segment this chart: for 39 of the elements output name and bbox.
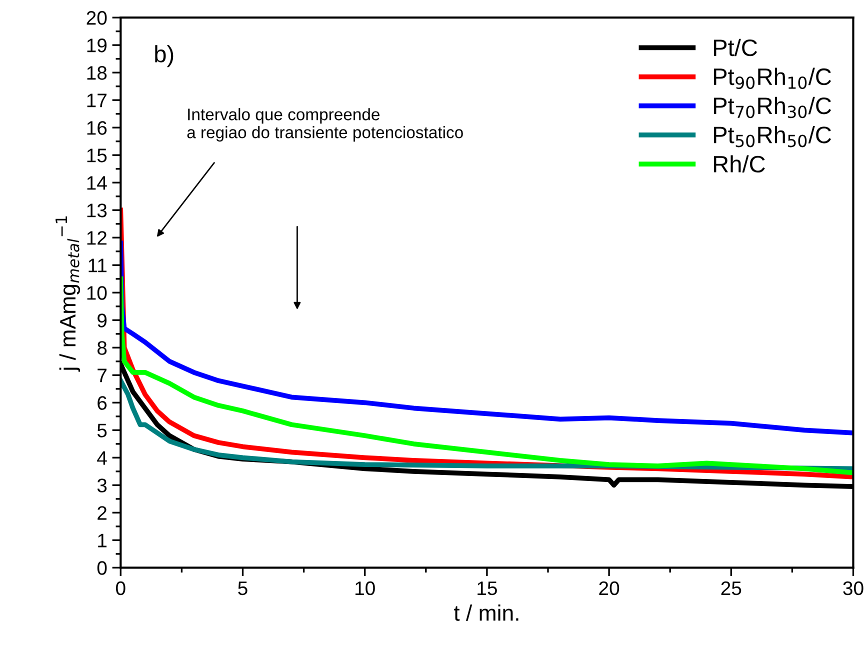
y-tick-label: 16 [87,121,107,135]
x-tick-label: 5 [238,582,248,596]
x-tick-label: 0 [116,581,126,596]
y-tick-label: 9 [98,314,107,328]
x-tick-label: 25 [721,581,742,596]
x-tick-label: 10 [356,581,375,596]
legend-label: Pt$_{50}$Rh$_{50}$/C [714,126,832,148]
y-axis-title: j / mAmg$_{metal}$$^{−1}$ [56,216,80,372]
legend-label: Pt/C [714,38,758,56]
y-tick-label: 19 [87,38,107,52]
y-tick-label: 12 [87,231,106,245]
annotation: b) [155,45,174,68]
y-tick-label: 13 [87,204,107,218]
y-tick-label: 17 [87,94,106,108]
annotation: Intervalo que compreende a regiao do transiente potenciostatico [187,108,463,142]
y-tick-label: 6 [98,396,107,410]
x-tick-label: 15 [478,582,497,596]
legend-label: Pt$_{90}$Rh$_{10}$/C [714,68,832,90]
y-tick-label: 18 [87,66,107,80]
x-tick-label: 20 [599,581,620,596]
line-series [120,240,854,436]
y-tick-label: 11 [88,258,107,272]
y-tick-label: 0 [97,561,107,575]
y-tick-label: 2 [98,506,106,520]
y-tick-label: 8 [97,341,107,355]
y-tick-label: 7 [98,368,106,382]
line-series [120,276,854,476]
y-tick-label: 20 [86,11,107,25]
legend-label: Pt$_{70}$Rh$_{30}$/C [714,96,832,118]
legend-label: Rh/C [714,155,765,173]
y-tick-label: 10 [87,286,107,300]
y-tick-label: 1 [98,534,107,548]
x-tick-label: 30 [843,581,864,596]
y-tick-label: 4 [97,451,107,465]
y-tick-label: 3 [97,478,107,492]
y-tick-label: 15 [87,148,107,162]
x-axis-title: t / min. [454,604,518,621]
y-tick-label: 5 [97,424,107,438]
y-tick-label: 14 [87,176,107,190]
